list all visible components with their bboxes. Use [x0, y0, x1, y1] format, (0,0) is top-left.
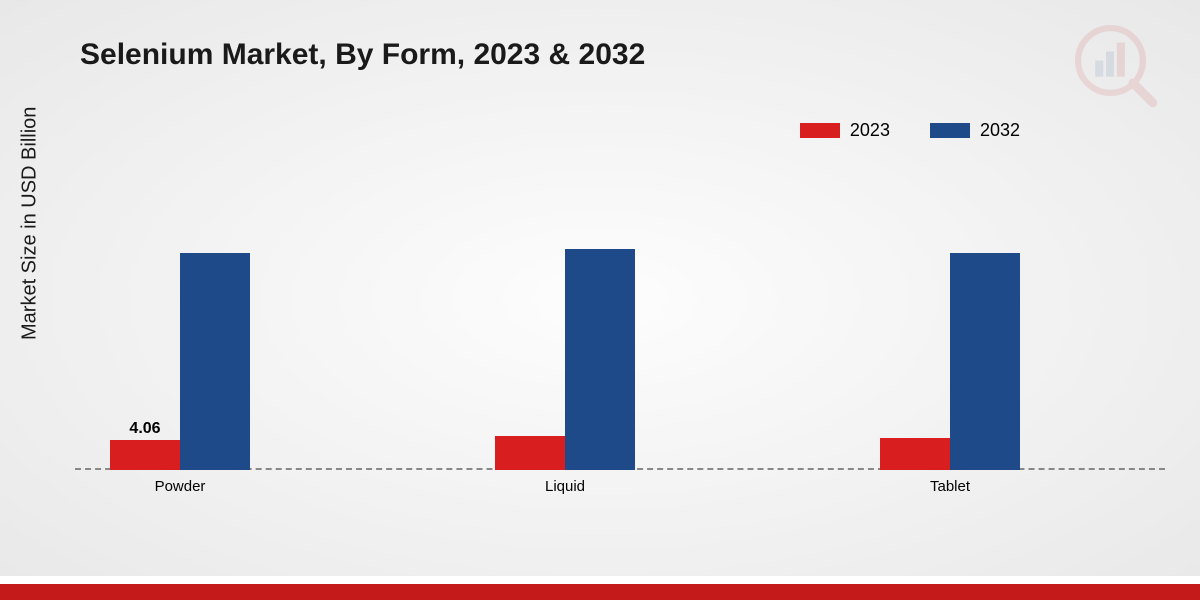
chart-title: Selenium Market, By Form, 2023 & 2032 — [80, 38, 645, 72]
legend-item-2023: 2023 — [800, 120, 890, 141]
logo-watermark — [1070, 20, 1160, 110]
category-label: Tablet — [930, 478, 970, 495]
legend: 2023 2032 — [800, 120, 1020, 141]
y-axis-label: Market Size in USD Billion — [19, 107, 42, 340]
legend-item-2032: 2032 — [930, 120, 1020, 141]
bar — [565, 249, 635, 470]
bar: 4.06 — [110, 440, 180, 470]
bar — [880, 438, 950, 470]
bar-group: 4.06Powder — [110, 170, 310, 470]
plot-area: 4.06Powder Liquid Tablet — [80, 170, 1160, 470]
footer-separator — [0, 576, 1200, 584]
category-label: Liquid — [545, 478, 585, 495]
bar-group: Tablet — [880, 170, 1080, 470]
category-label: Powder — [155, 478, 206, 495]
bar — [495, 436, 565, 471]
bar-group: Liquid — [495, 170, 695, 470]
legend-swatch-2032 — [930, 123, 970, 138]
footer-bar — [0, 584, 1200, 600]
legend-label-2032: 2032 — [980, 120, 1020, 141]
bar — [950, 253, 1020, 471]
bar-value-label: 4.06 — [129, 420, 160, 438]
legend-swatch-2023 — [800, 123, 840, 138]
bar — [180, 253, 250, 471]
legend-label-2023: 2023 — [850, 120, 890, 141]
